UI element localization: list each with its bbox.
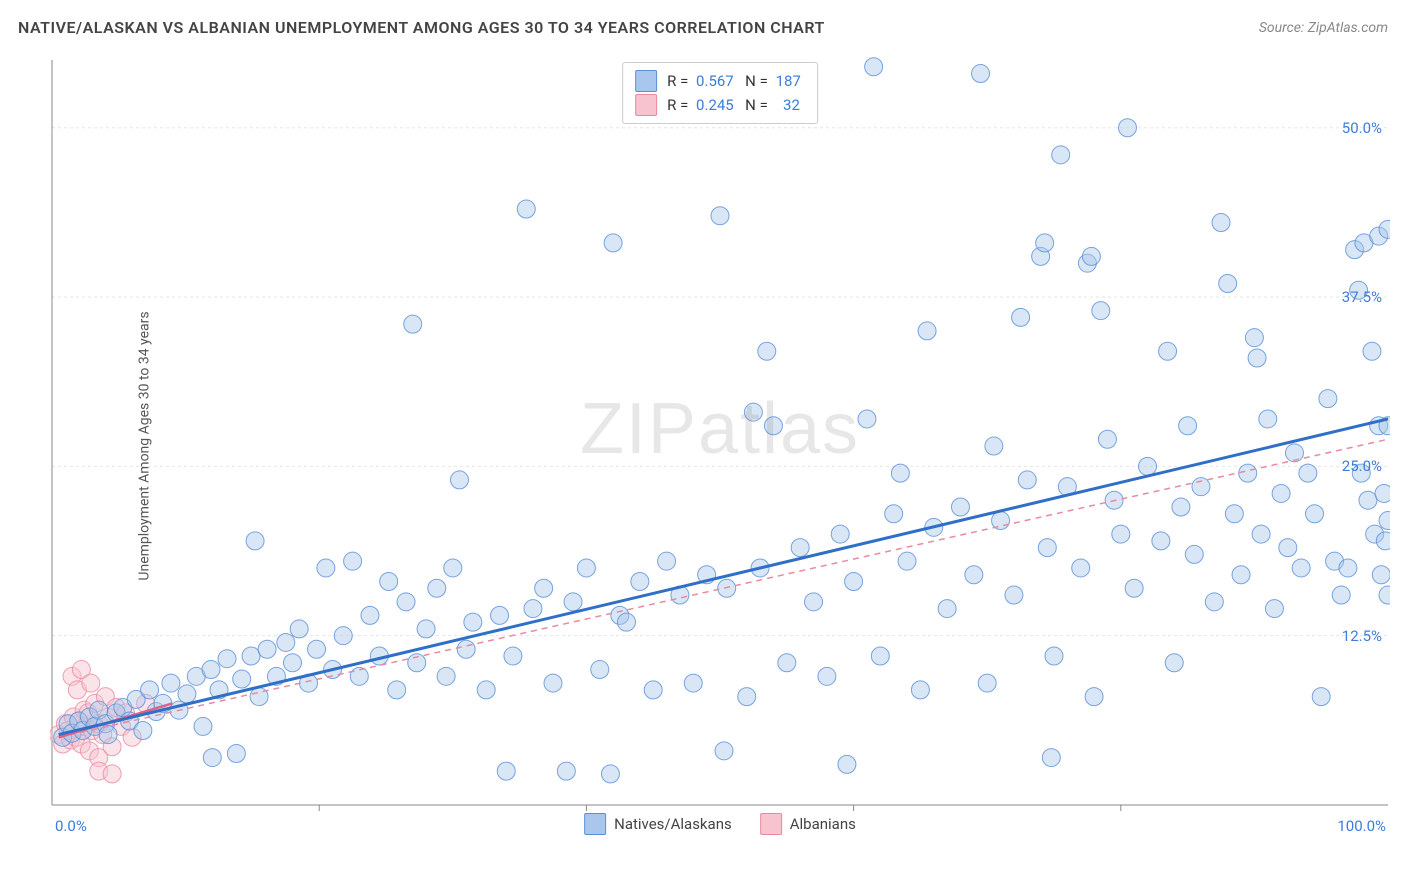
x-axis-min-label: 0.0% — [55, 817, 87, 835]
chart-title: NATIVE/ALASKAN VS ALBANIAN UNEMPLOYMENT … — [18, 18, 825, 37]
legend-row-natives: R = 0.567 N = 187 — [635, 69, 805, 93]
plot-area: ZIPatlas R = 0.567 N = 187 R = 0.245 N =… — [50, 55, 1390, 835]
legend-swatch-natives-icon — [584, 813, 606, 835]
y-tick-label: 12.5% — [1342, 627, 1382, 645]
legend-swatch-albanians-icon — [760, 813, 782, 835]
legend-label-natives: Natives/Alaskans — [614, 815, 732, 833]
series-legend: Natives/Alaskans Albanians — [584, 813, 856, 835]
correlation-legend: R = 0.567 N = 187 R = 0.245 N = 32 — [622, 62, 818, 124]
y-tick-label: 37.5% — [1342, 288, 1382, 306]
legend-row-albanians: R = 0.245 N = 32 — [635, 93, 805, 117]
scatter-chart-svg — [50, 55, 1390, 835]
legend-item-natives: Natives/Alaskans — [584, 813, 732, 835]
source-attribution: Source: ZipAtlas.com — [1259, 20, 1388, 36]
y-tick-label: 50.0% — [1342, 119, 1382, 137]
swatch-albanians-icon — [635, 94, 657, 116]
y-tick-label: 25.0% — [1342, 457, 1382, 475]
swatch-natives-icon — [635, 70, 657, 92]
legend-label-albanians: Albanians — [790, 815, 856, 833]
x-axis-max-label: 100.0% — [1337, 817, 1386, 835]
legend-item-albanians: Albanians — [760, 813, 856, 835]
